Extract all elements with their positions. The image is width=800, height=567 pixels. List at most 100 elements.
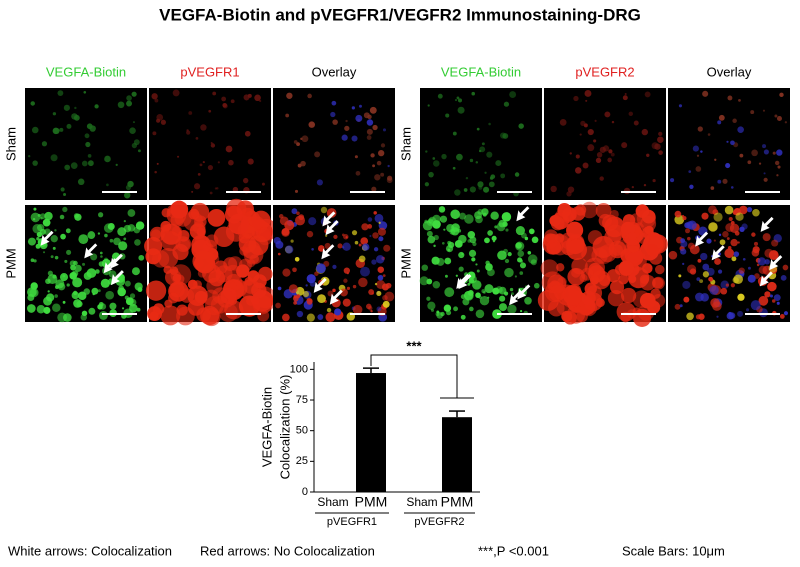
stain <box>746 207 753 213</box>
stain <box>137 149 141 153</box>
stain <box>78 234 89 245</box>
stain <box>29 288 39 298</box>
stain <box>773 294 781 302</box>
stain <box>216 187 219 190</box>
stain <box>62 206 68 213</box>
stain <box>519 262 527 269</box>
stain <box>609 209 619 219</box>
stain <box>191 190 194 193</box>
stain <box>306 299 313 305</box>
stain <box>104 233 108 238</box>
arrow <box>110 270 124 286</box>
stain <box>92 292 95 296</box>
stain <box>769 294 773 298</box>
stain <box>776 149 783 156</box>
stain <box>132 121 135 124</box>
stain <box>228 159 234 166</box>
stain <box>707 133 711 136</box>
stain <box>747 274 756 283</box>
stain <box>771 239 779 247</box>
stain <box>533 282 540 289</box>
micrograph <box>668 88 790 200</box>
stain <box>549 215 561 227</box>
stain <box>487 230 493 236</box>
stain <box>54 255 59 260</box>
stain <box>607 290 625 307</box>
stain <box>518 123 524 129</box>
stain <box>566 239 587 261</box>
stain <box>66 123 72 129</box>
stain <box>475 292 481 299</box>
stain <box>733 251 740 257</box>
stain <box>519 271 524 275</box>
stain <box>97 232 101 235</box>
stain <box>580 120 586 127</box>
stain <box>179 288 195 303</box>
stain <box>342 242 351 251</box>
stain <box>751 149 758 157</box>
stain <box>699 279 704 283</box>
stain <box>695 292 704 302</box>
stain <box>687 220 697 230</box>
stain <box>382 300 390 308</box>
stain <box>343 267 350 274</box>
stain <box>222 102 227 108</box>
stain <box>450 209 460 220</box>
stain <box>89 125 96 132</box>
stain <box>367 224 373 229</box>
stain <box>531 236 539 244</box>
x-tick-label: PMM <box>441 494 474 510</box>
stain <box>751 248 760 257</box>
stain <box>372 164 376 168</box>
stain <box>700 252 708 261</box>
stain <box>376 306 382 312</box>
stain <box>779 92 784 98</box>
stain <box>757 257 766 266</box>
stain <box>427 235 436 244</box>
stain <box>285 245 294 254</box>
stain <box>341 233 345 237</box>
stain <box>374 213 384 223</box>
stain <box>679 304 683 308</box>
stain <box>467 239 472 243</box>
stain <box>221 96 227 102</box>
stain <box>674 303 681 310</box>
stain <box>433 160 440 167</box>
stain <box>95 269 100 274</box>
stain <box>702 263 710 271</box>
stain <box>488 122 491 126</box>
stain <box>639 292 656 309</box>
stain <box>511 292 514 296</box>
stain <box>314 151 321 158</box>
stain <box>332 119 338 125</box>
stain <box>454 98 458 102</box>
stain <box>725 283 729 287</box>
stain <box>113 237 121 246</box>
stain <box>548 284 565 302</box>
stain <box>164 269 182 286</box>
stain <box>94 104 99 109</box>
stain <box>587 128 594 136</box>
stain <box>109 302 117 310</box>
stain <box>687 236 691 241</box>
stain <box>490 211 499 220</box>
stain <box>472 280 482 290</box>
stain <box>737 241 740 244</box>
stain <box>502 221 508 227</box>
stain <box>52 303 61 312</box>
stain <box>720 287 728 295</box>
stain <box>133 139 140 146</box>
stain <box>489 176 494 180</box>
stain <box>784 121 788 124</box>
stain <box>292 267 297 273</box>
stain <box>455 274 458 277</box>
stain <box>696 277 701 281</box>
stain <box>504 267 514 278</box>
stain <box>559 119 567 126</box>
bar <box>442 417 472 492</box>
stain <box>641 209 656 224</box>
stain <box>44 211 53 221</box>
stain <box>695 166 702 172</box>
stain <box>426 296 431 301</box>
stain <box>579 133 582 136</box>
